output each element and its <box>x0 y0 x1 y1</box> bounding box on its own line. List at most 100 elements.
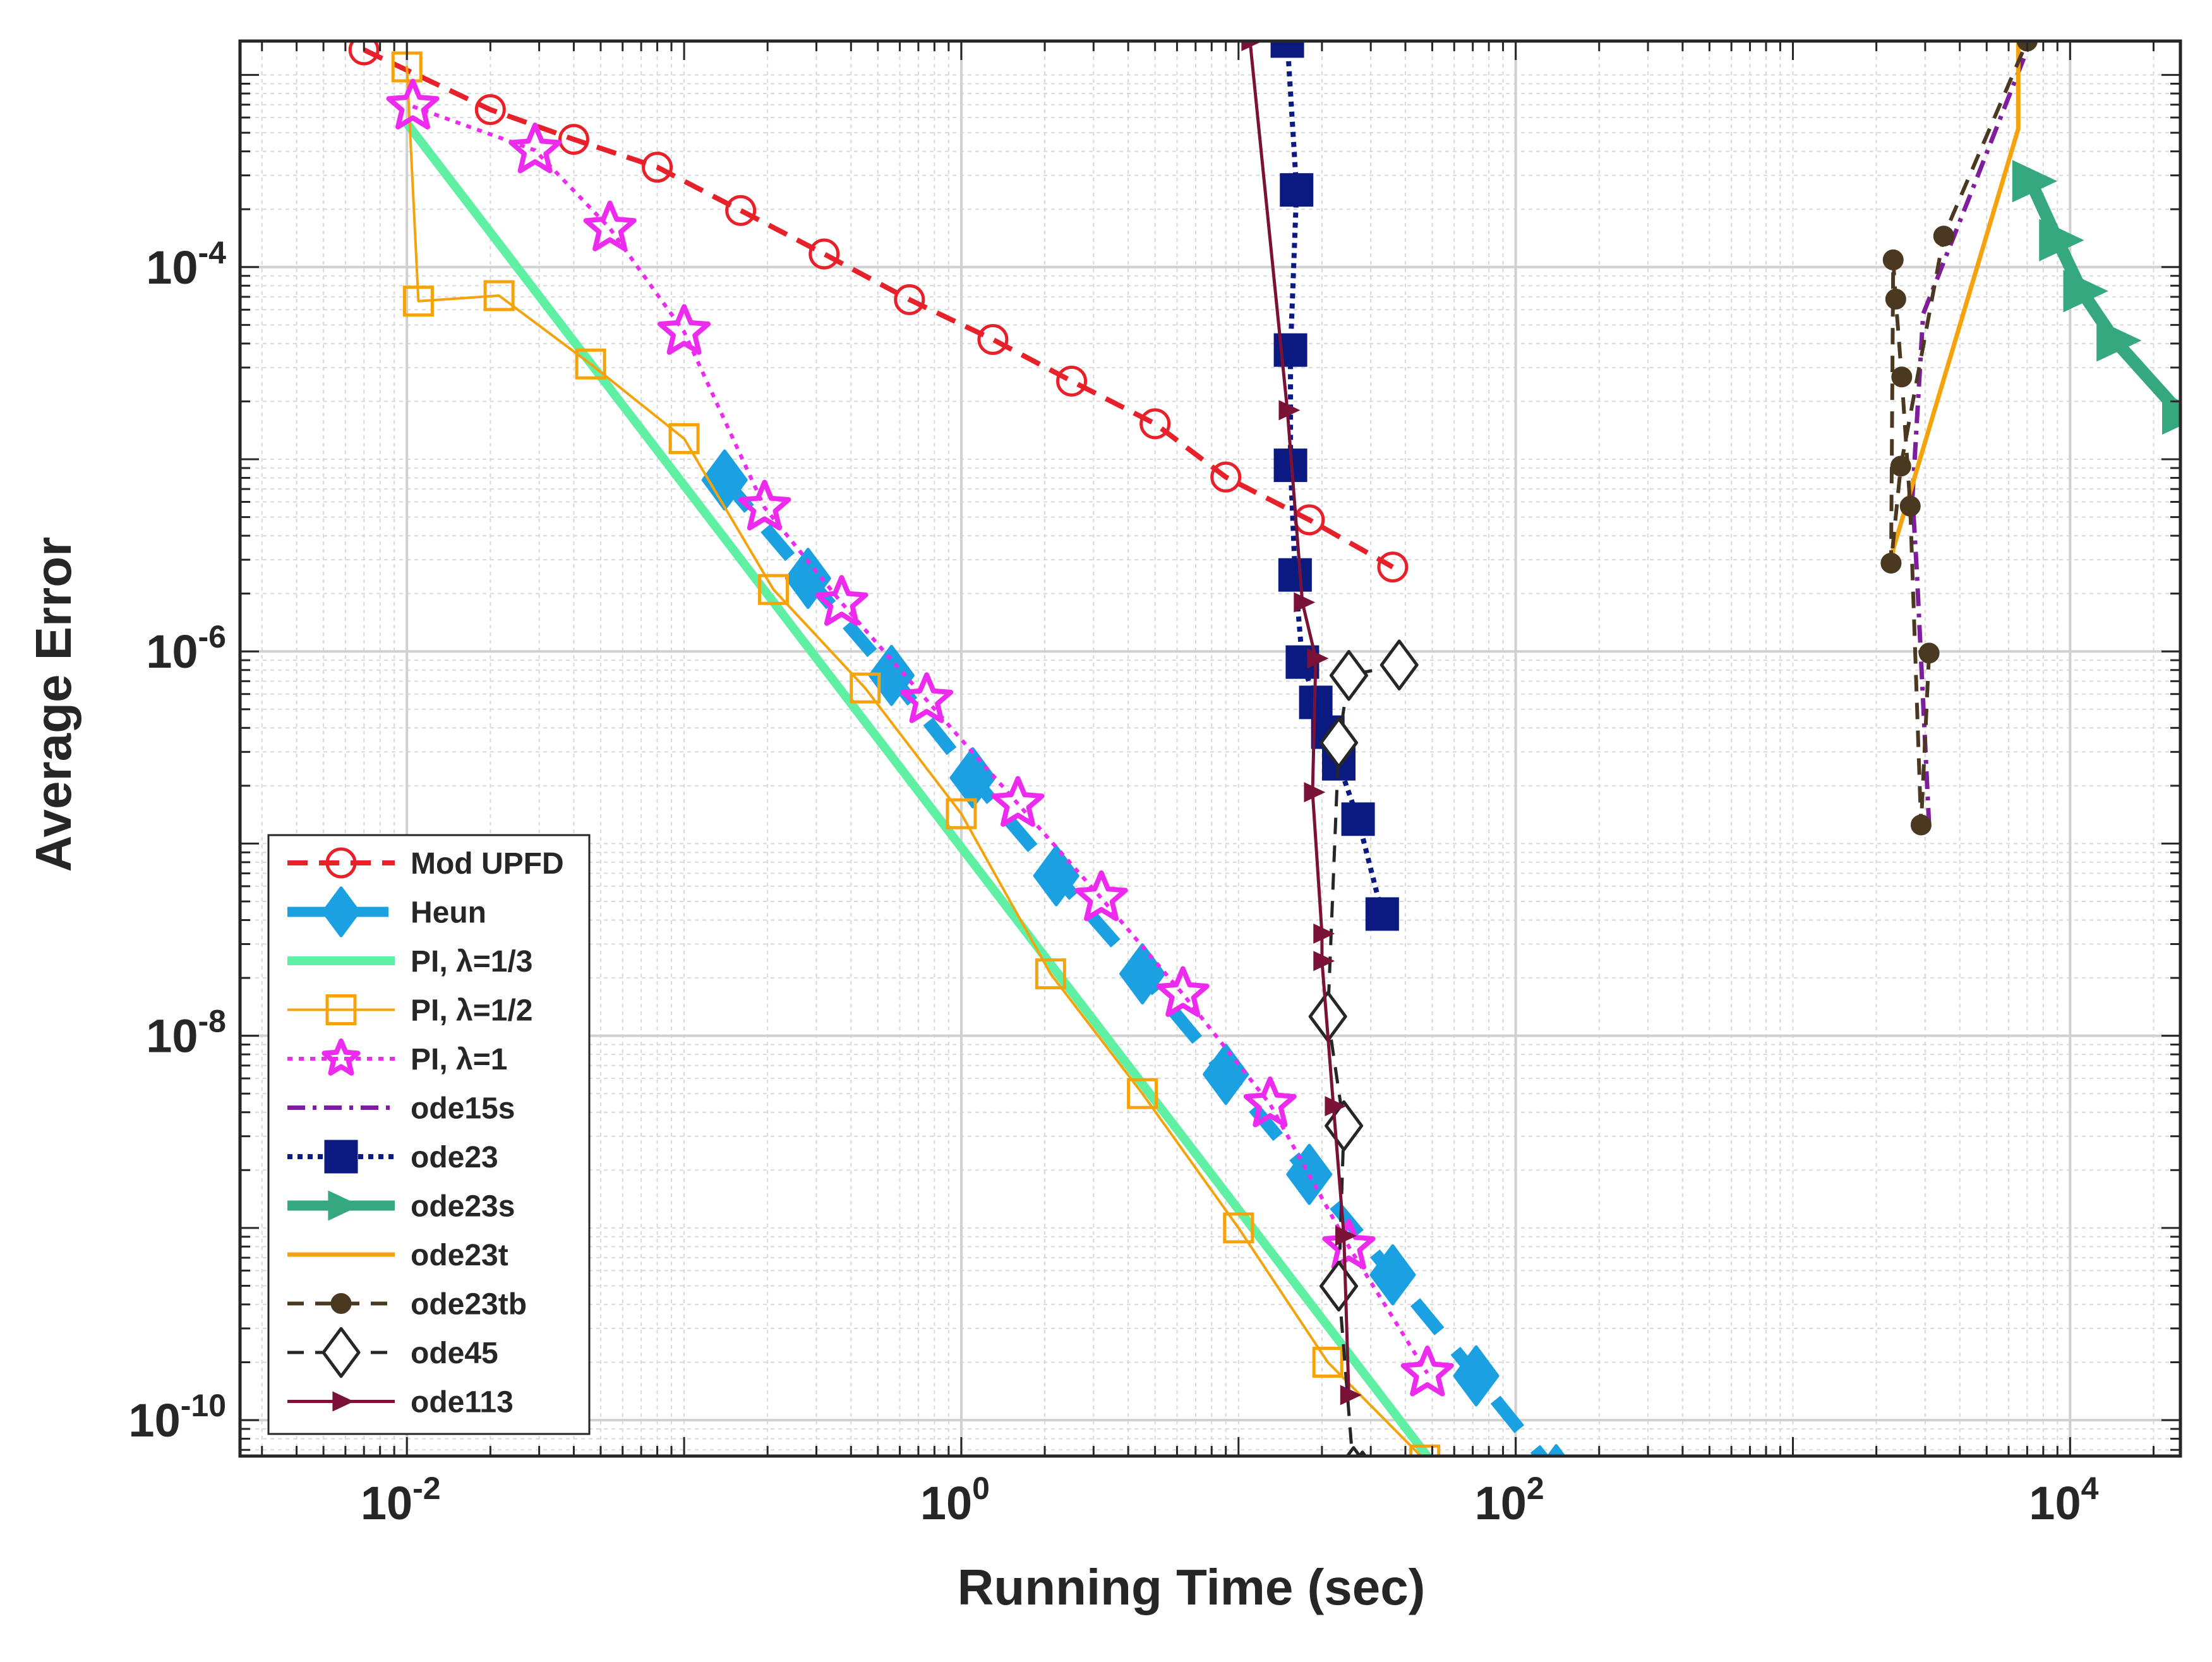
legend-label: ode23s <box>411 1190 515 1224</box>
series-line <box>412 104 1429 1375</box>
data-point-marker <box>1286 1143 1333 1205</box>
legend-label: PI, λ=1 <box>411 1043 507 1076</box>
plot-frame <box>238 39 2182 1458</box>
y-tick-label: 10-10 <box>128 1388 226 1447</box>
data-point-marker <box>1035 958 1066 990</box>
legend-item: Mod UPFD <box>287 847 564 881</box>
x-tick-label: 100 <box>920 1471 990 1529</box>
legend-label: Heun <box>411 896 486 930</box>
data-point-marker <box>1127 1078 1158 1109</box>
data-point-marker <box>1325 1096 1347 1117</box>
y-axis-label: Average Error <box>25 537 81 872</box>
data-point-marker <box>1340 1385 1362 1406</box>
legend-item: ode23t <box>287 1239 508 1272</box>
series-1 <box>701 449 1566 1456</box>
legend-item: ode23tb <box>287 1288 527 1322</box>
legend-label: ode23tb <box>411 1288 527 1322</box>
data-point-marker <box>1379 639 1419 690</box>
data-point-marker <box>1885 289 1906 310</box>
data-point-marker <box>1910 814 1932 836</box>
data-point-marker <box>900 672 954 723</box>
legend-swatch-marker <box>325 847 357 879</box>
legend-item: Heun <box>287 886 486 937</box>
data-point-marker <box>1322 1219 1376 1270</box>
data-point-marker <box>1357 1450 1367 1456</box>
data-point-marker <box>583 200 637 251</box>
data-point-marker <box>1890 455 1911 477</box>
data-point-marker <box>1918 642 1940 664</box>
series-layer <box>348 41 2180 1456</box>
data-point-marker <box>991 776 1045 827</box>
legend-label: ode23 <box>411 1141 498 1174</box>
legend-item: ode23 <box>287 1140 498 1174</box>
legend-swatch-marker <box>322 886 361 937</box>
data-point-marker <box>2012 160 2058 203</box>
data-point-marker <box>575 348 606 380</box>
data-point-marker <box>1453 1345 1500 1407</box>
data-point-marker <box>1313 951 1335 972</box>
x-axis-label: Running Time (sec) <box>958 1559 1426 1615</box>
legend-box <box>267 834 591 1435</box>
series-line <box>1285 41 1385 915</box>
series-line <box>1889 41 2029 827</box>
data-point-marker <box>386 78 440 129</box>
x-tick-label: 10-2 <box>361 1471 441 1529</box>
data-point-marker <box>894 284 925 315</box>
data-point-marker <box>1400 1346 1454 1397</box>
data-point-marker <box>1278 400 1301 421</box>
y-tick-label: 10-6 <box>146 619 226 678</box>
data-point-marker <box>850 672 881 704</box>
minor-gridlines <box>240 41 2180 1456</box>
data-point-marker <box>402 286 434 317</box>
data-point-marker <box>668 423 700 454</box>
data-point-marker <box>1312 1347 1343 1378</box>
data-point-marker <box>1899 495 1921 517</box>
data-point-marker <box>2162 392 2180 435</box>
data-point-marker <box>2039 219 2084 262</box>
data-point-marker <box>1243 1076 1297 1128</box>
legend-item: PI, λ=1/3 <box>287 945 532 979</box>
data-point-marker <box>1223 1212 1254 1244</box>
data-point-marker <box>1329 649 1368 701</box>
data-point-marker <box>1278 558 1312 592</box>
x-tick-label: 104 <box>2029 1471 2098 1529</box>
legend-item: ode15s <box>287 1092 515 1126</box>
data-point-marker <box>1313 923 1335 944</box>
data-point-marker <box>1056 365 1088 397</box>
x-tick-labels: 10-2 100 102 104 <box>361 1471 2099 1529</box>
data-point-marker <box>1033 845 1079 906</box>
data-point-marker <box>757 574 789 605</box>
x-tick-label: 102 <box>1475 1471 1544 1529</box>
data-point-marker <box>1377 551 1409 583</box>
data-point-marker <box>1546 1444 1566 1456</box>
data-point-marker <box>1365 897 1399 931</box>
legend-label: PI, λ=1/3 <box>411 945 532 979</box>
legend-item: PI, λ=1 <box>287 1039 507 1076</box>
data-point-marker <box>558 124 589 155</box>
data-point-marker <box>808 238 840 270</box>
series-line <box>1248 41 1350 1397</box>
legend-label: ode15s <box>411 1092 515 1126</box>
legend-swatch-marker <box>325 994 357 1025</box>
data-point-marker <box>1880 552 1902 574</box>
legend-label: ode45 <box>411 1337 498 1370</box>
data-point-marker <box>1319 717 1359 769</box>
data-point-marker <box>1933 226 1954 247</box>
legend-label: ode23t <box>411 1239 508 1272</box>
data-point-marker <box>1319 1260 1359 1312</box>
data-point-marker <box>348 41 380 66</box>
legend-swatch-marker <box>324 1140 358 1174</box>
data-point-marker <box>1241 41 1263 51</box>
data-point-marker <box>2063 270 2108 313</box>
y-tick-labels: 10-4 10-6 10-8 10-10 <box>128 235 226 1447</box>
legend-item: ode23s <box>287 1190 515 1224</box>
data-point-marker <box>1882 249 1904 270</box>
data-point-marker <box>1270 41 1304 58</box>
legend-swatch-marker <box>328 1190 361 1221</box>
legend-item: PI, λ=1/2 <box>287 994 532 1028</box>
series-11 <box>1241 41 1362 1406</box>
legend: Mod UPFD Heun PI, λ=1/3 PI, λ=1/2 PI, λ=1 ode… <box>267 834 591 1435</box>
data-point-marker <box>738 479 791 531</box>
